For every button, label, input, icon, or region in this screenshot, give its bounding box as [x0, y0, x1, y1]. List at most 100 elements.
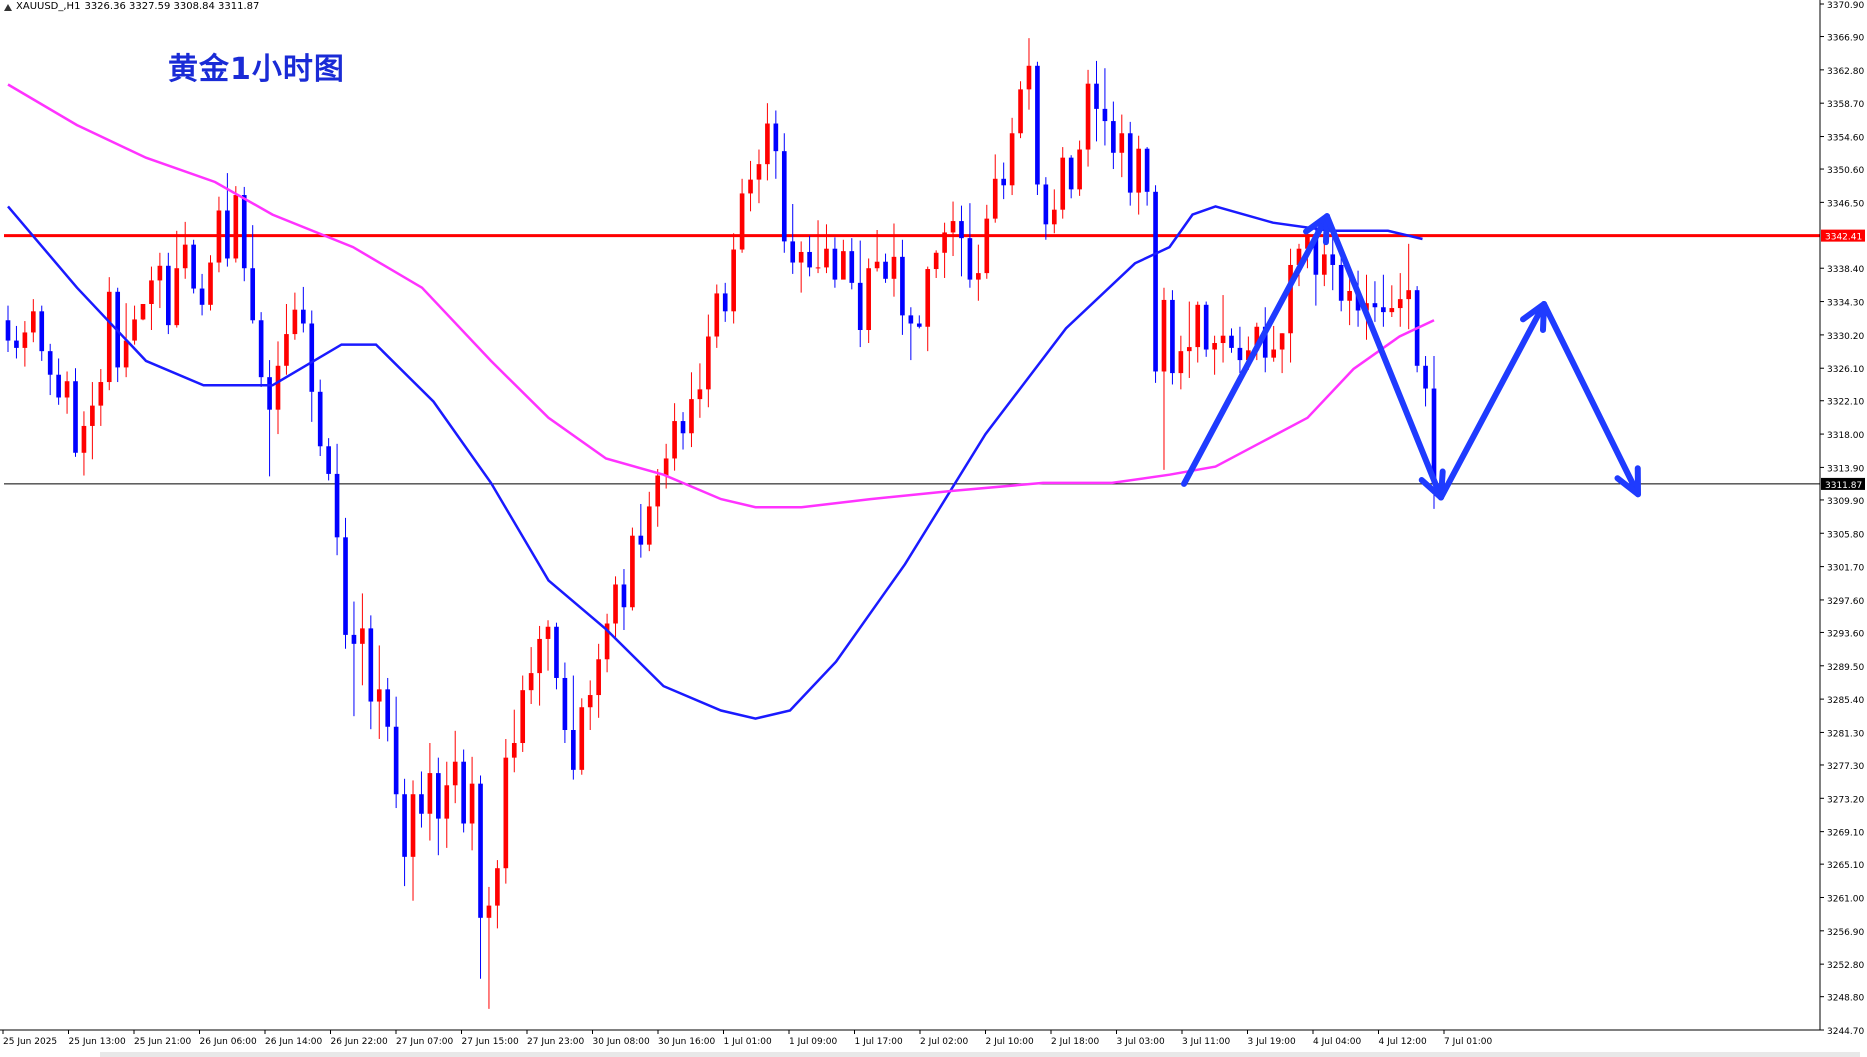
moving-averages — [7, 83, 1435, 720]
candle-body — [748, 179, 753, 194]
candle-body — [706, 336, 711, 390]
candle-body — [1305, 234, 1310, 249]
time-tick-label: 25 Jun 21:00 — [134, 1037, 191, 1047]
candle-body — [646, 506, 652, 545]
symbol-triangle-icon — [4, 3, 12, 11]
candle-body — [1229, 335, 1234, 348]
price-tick-label: 3277.30 — [1827, 762, 1864, 772]
candle-body — [950, 221, 956, 233]
candle-body — [697, 389, 703, 400]
candle-body — [773, 123, 779, 152]
candle-body — [925, 269, 931, 327]
candle-body — [90, 405, 95, 426]
candle-body — [1246, 350, 1251, 361]
price-tick-label: 3354.60 — [1827, 134, 1864, 144]
candle-body — [1220, 335, 1226, 344]
candle-body — [410, 794, 416, 857]
candle-body — [933, 252, 939, 270]
candle-body — [756, 164, 762, 180]
price-tick-label: 3334.30 — [1827, 299, 1864, 309]
candle-body — [866, 268, 871, 331]
candle-body — [1338, 264, 1344, 301]
price-tick-label: 3301.70 — [1827, 564, 1864, 574]
price-tick-label: 3366.90 — [1827, 34, 1864, 44]
candle-body — [714, 293, 720, 337]
time-tick-label: 3 Jul 19:00 — [1248, 1037, 1297, 1047]
candle-body — [301, 309, 306, 324]
time-tick-label: 4 Jul 04:00 — [1313, 1037, 1362, 1047]
candle-body — [106, 291, 112, 383]
price-tick-label: 3281.30 — [1827, 729, 1864, 739]
candle-body — [436, 773, 441, 819]
candle-body — [672, 421, 677, 459]
candle-body — [241, 195, 247, 269]
candle-body — [1423, 365, 1428, 389]
candle-body — [1068, 157, 1074, 190]
moving-average-line — [7, 205, 1423, 720]
time-tick-label: 7 Jul 01:00 — [1444, 1037, 1493, 1047]
candle-body — [621, 584, 627, 608]
candle-body — [1102, 108, 1108, 122]
price-tick-label: 3252.80 — [1827, 961, 1864, 971]
time-tick-label: 3 Jul 03:00 — [1117, 1037, 1166, 1047]
chart-header: XAUUSD_,H1 3326.36 3327.59 3308.84 3311.… — [4, 1, 259, 12]
price-tick-label: 3285.40 — [1827, 696, 1864, 706]
candle-body — [132, 319, 137, 341]
horizontal-scrollbar[interactable] — [100, 1052, 1860, 1057]
candle-body — [174, 268, 180, 326]
time-tick-label: 30 Jun 08:00 — [593, 1037, 650, 1047]
time-tick-label: 27 Jun 07:00 — [396, 1037, 453, 1047]
time-tick-label: 1 Jul 01:00 — [724, 1037, 773, 1047]
price-marker-label: 3342.41 — [1825, 233, 1862, 243]
annotation-arrows — [1181, 213, 1641, 501]
candle-body — [511, 743, 517, 758]
price-tick-label: 3289.50 — [1827, 663, 1864, 673]
candle-body — [790, 241, 796, 263]
price-marker-box — [1821, 229, 1865, 242]
candle-body — [165, 265, 171, 326]
candle-body — [334, 473, 340, 538]
price-tick-label: 3305.80 — [1827, 530, 1864, 540]
candle-body — [807, 251, 812, 268]
time-tick-label: 30 Jun 16:00 — [658, 1037, 715, 1047]
candle-body — [73, 381, 78, 453]
candle-body — [444, 785, 450, 819]
time-axis: 25 Jun 2025 25 Jun 13:00 25 Jun 21:00 26 Ju… — [2, 1030, 1493, 1047]
candle-body — [1111, 121, 1116, 153]
time-tick-label: 2 Jul 18:00 — [1051, 1037, 1100, 1047]
chart-title: 黄金1小时图 — [168, 52, 345, 87]
ohlc-readout: 3326.36 3327.59 3308.84 3311.87 — [84, 1, 260, 12]
candle-body — [140, 303, 146, 320]
candle-body — [56, 374, 61, 398]
candle-body — [1026, 65, 1032, 90]
price-tick-label: 3318.00 — [1827, 431, 1864, 441]
candle-body — [891, 256, 897, 279]
candle-body — [478, 783, 483, 918]
candle-body — [199, 288, 205, 305]
annotation-arrow — [1541, 300, 1641, 498]
price-tick-label: 3326.10 — [1827, 365, 1864, 375]
candle-body — [537, 638, 542, 674]
price-tick-label: 3297.60 — [1827, 597, 1864, 607]
candle-body — [1237, 347, 1243, 361]
time-tick-label: 2 Jul 02:00 — [920, 1037, 969, 1047]
candle-body — [689, 399, 694, 434]
candle-body — [959, 221, 964, 239]
price-tick-label: 3265.10 — [1827, 861, 1864, 871]
candle-body — [638, 535, 644, 545]
candle-body — [1127, 133, 1133, 193]
candle-body — [781, 151, 787, 242]
candle-body — [1389, 308, 1395, 313]
candle-body — [1313, 234, 1319, 275]
time-tick-label: 26 Jun 22:00 — [331, 1037, 388, 1047]
candle-body — [326, 446, 331, 474]
candle-body — [98, 382, 104, 406]
candle-body — [545, 626, 551, 639]
candle-body — [520, 690, 526, 744]
candle-body — [393, 726, 399, 795]
candle-body — [1060, 157, 1066, 210]
horizontal-lines — [4, 234, 1820, 485]
price-tick-label: 3269.10 — [1827, 829, 1864, 839]
